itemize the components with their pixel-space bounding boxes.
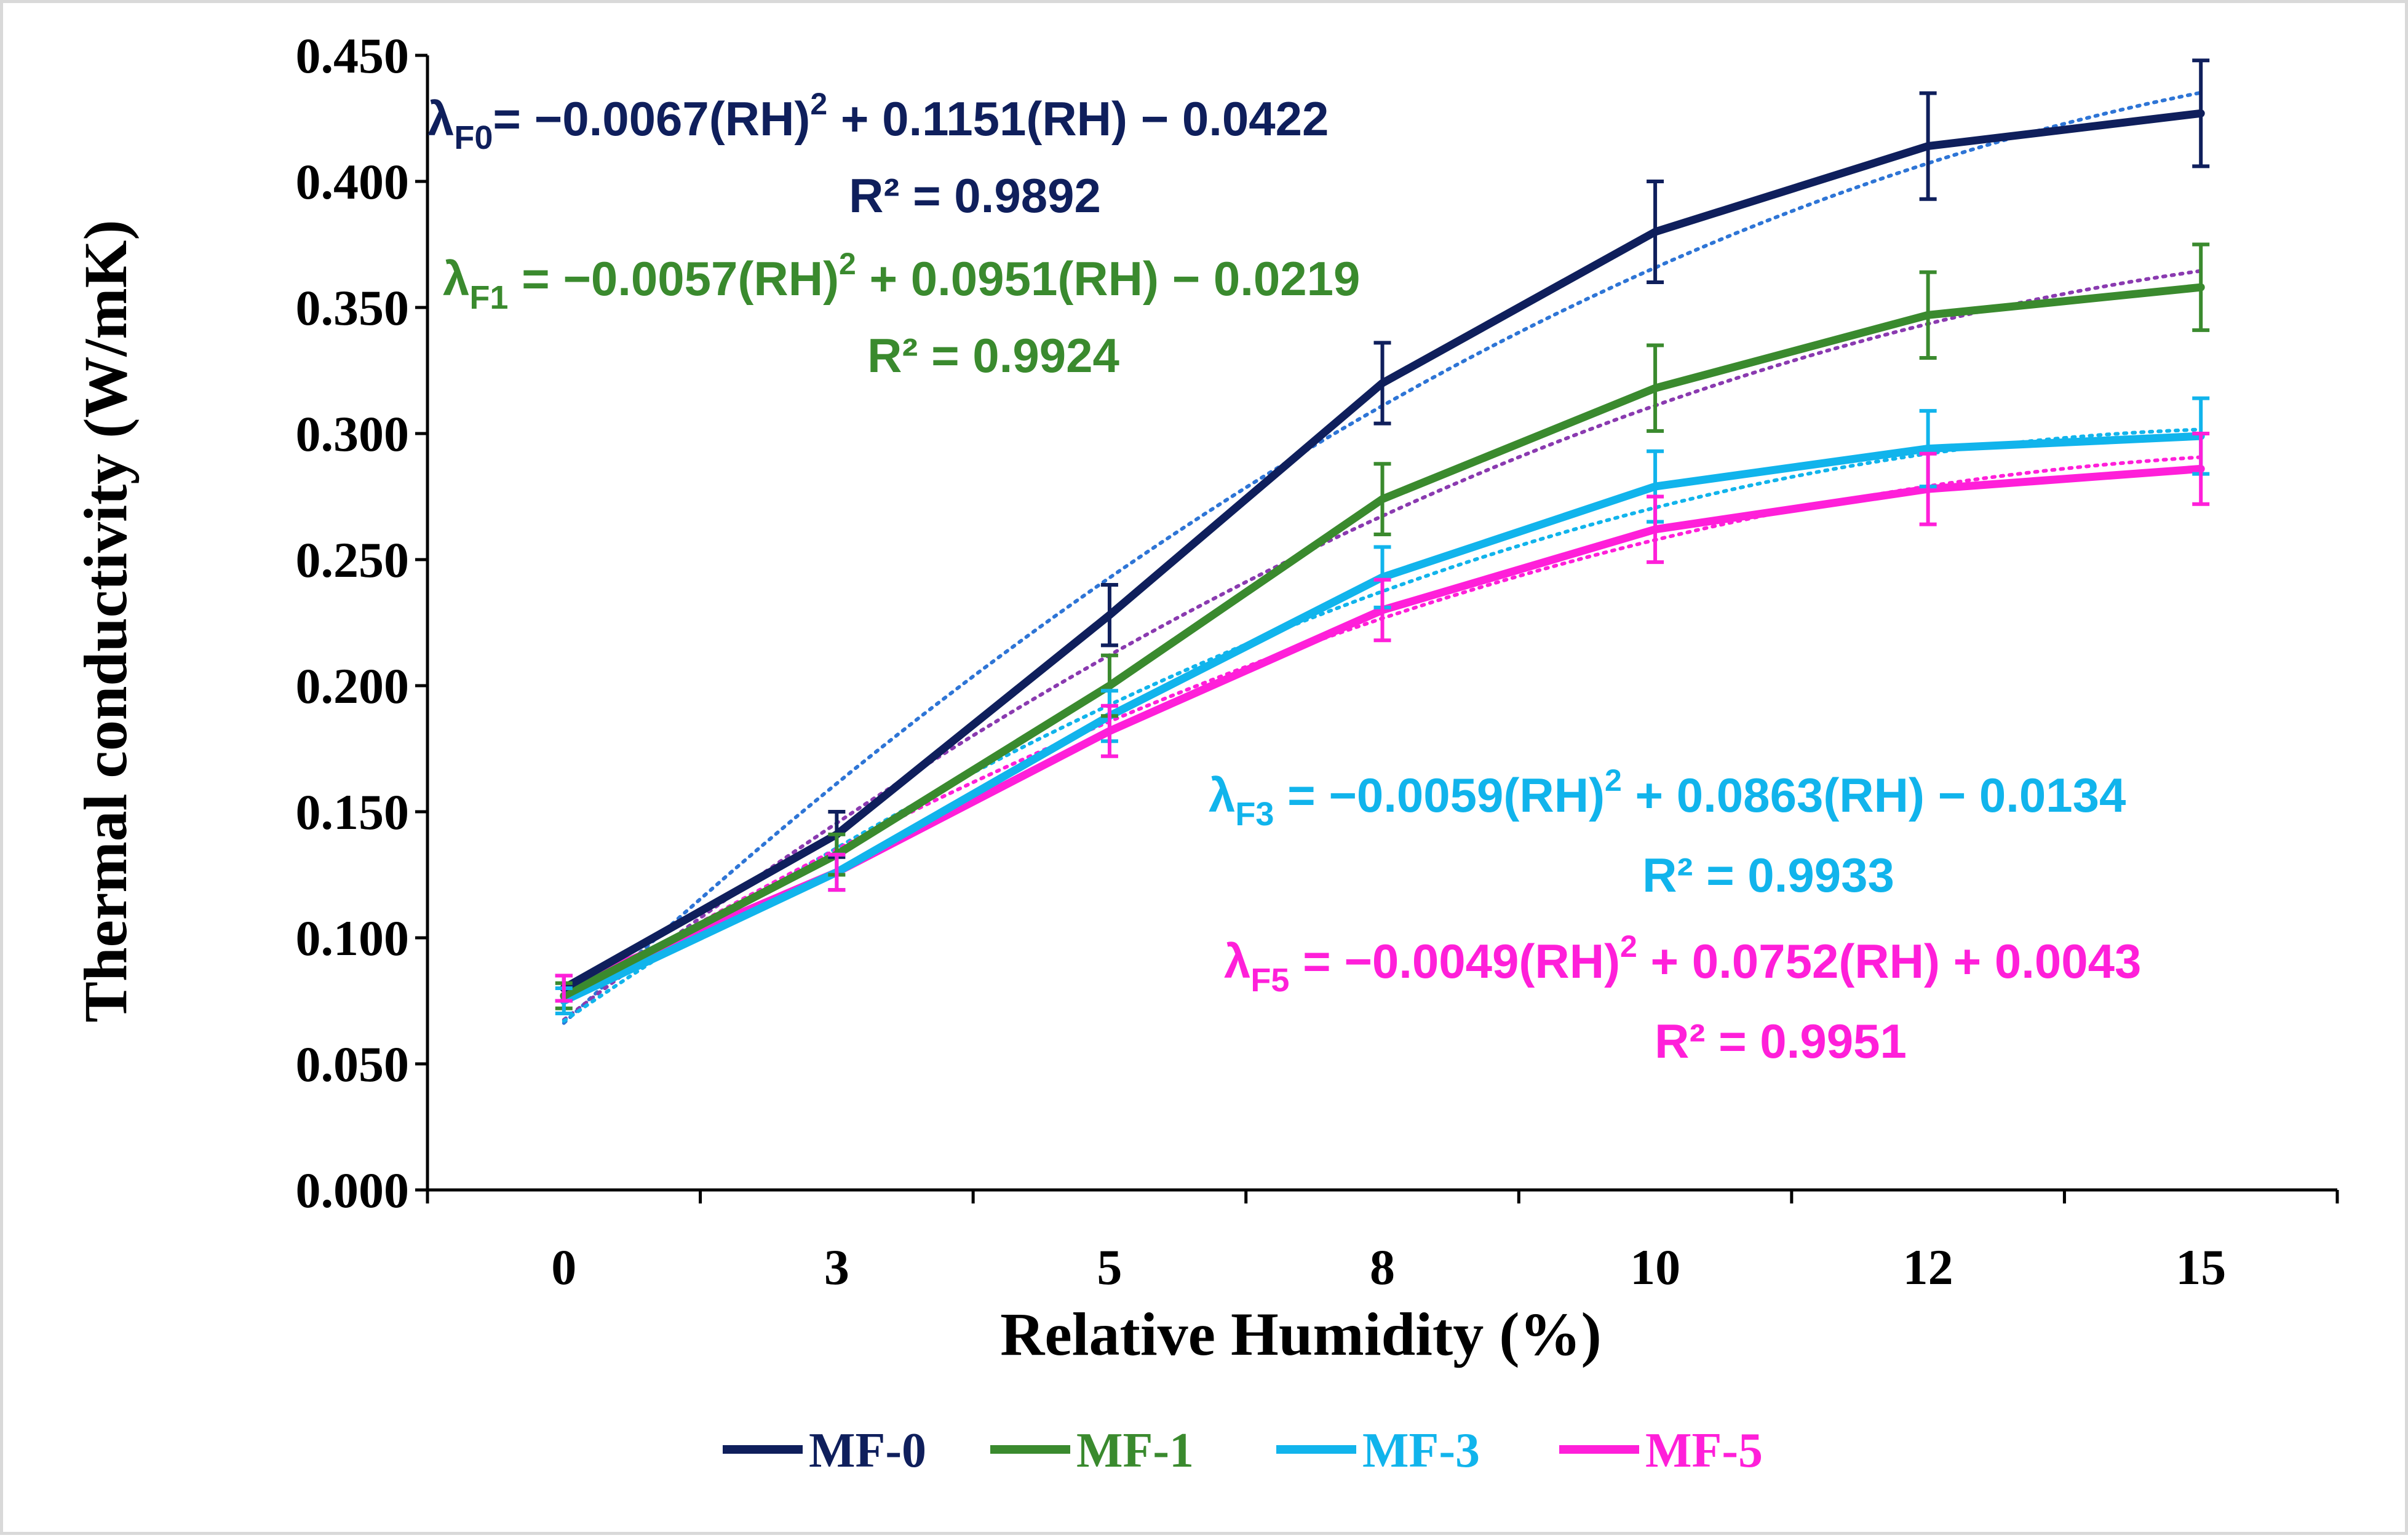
equation-mf-1-r2: R² = 0.9924 [867, 328, 1119, 383]
error-bar-mf-0-5 [1919, 91, 1937, 201]
error-bars [555, 58, 2210, 1015]
x-tick-label-2: 5 [1097, 1239, 1122, 1295]
legend-label-mf-3: MF-3 [1362, 1424, 1480, 1478]
equation-mf-3: λF3 = −0.0059(RH)2 + 0.0863(RH) − 0.0134… [1209, 763, 2126, 902]
error-bar-mf-1-4 [1647, 343, 1664, 433]
y-tick-label-3: 0.150 [296, 784, 410, 840]
legend-label-mf-1: MF-1 [1076, 1424, 1194, 1478]
x-tick-label-0: 0 [551, 1239, 576, 1295]
x-axis-title: Relative Humidity (%) [1000, 1300, 1602, 1368]
equation-mf-1-symbol: λ [443, 252, 469, 306]
error-bar-mf-5-4 [1647, 494, 1664, 565]
equation-mf-0-rest1: = −0.0067(RH) [493, 92, 810, 146]
equation-mf-0: λF0= −0.0067(RH)2 + 0.1151(RH) − 0.0422 … [427, 87, 1329, 223]
equation-mf-0-rest2: + 0.1151(RH) − 0.0422 [827, 92, 1329, 146]
svg-text:λF0= −0.0067(RH)2 + 0.1151(RH): λF0= −0.0067(RH)2 + 0.1151(RH) − 0.0422 [427, 87, 1329, 156]
error-bar-mf-0-3 [1373, 341, 1391, 426]
equation-mf-5-rest1: = −0.0049(RH) [1289, 934, 1620, 988]
axes: 0.000 0.050 0.100 0.150 0.200 0.250 0.300 0.350… [296, 28, 2339, 1295]
equation-mf-5: λF5 = −0.0049(RH)2 + 0.0752(RH) + 0.0043… [1224, 929, 2141, 1068]
equation-mf-5-sup: 2 [1620, 929, 1637, 964]
error-bar-mf-5-3 [1373, 577, 1391, 643]
equation-mf-0-r2: R² = 0.9892 [849, 168, 1101, 223]
equation-mf-0-sub: F0 [454, 119, 493, 156]
y-ticks: 0.000 0.050 0.100 0.150 0.200 0.250 0.300 0.350… [296, 28, 427, 1218]
error-bar-mf-5-6 [2192, 432, 2210, 506]
y-tick-label-6: 0.300 [296, 406, 410, 462]
equation-mf-3-rest2: + 0.0863(RH) − 0.0134 [1622, 768, 2126, 822]
equation-mf-3-sup: 2 [1605, 763, 1622, 798]
y-tick-label-4: 0.200 [296, 658, 410, 714]
legend-item-mf-1: MF-1 [990, 1424, 1194, 1478]
error-bar-mf-0-2 [1100, 583, 1118, 648]
equation-mf-3-sub: F3 [1235, 796, 1274, 833]
equation-mf-1-sup: 2 [839, 247, 856, 281]
error-bar-mf-0-6 [2192, 58, 2210, 168]
y-tick-label-2: 0.100 [296, 910, 410, 966]
equation-mf-0-symbol: λ [427, 92, 454, 146]
equation-mf-3-symbol: λ [1209, 768, 1235, 822]
thermal-conductivity-chart: 0.000 0.050 0.100 0.150 0.200 0.250 0.300 0.350… [71, 28, 2339, 1478]
legend-item-mf-3: MF-3 [1276, 1424, 1480, 1478]
svg-text:λF1 = −0.0057(RH)2 + 0.0951(RH: λF1 = −0.0057(RH)2 + 0.0951(RH) − 0.0219 [443, 247, 1360, 316]
y-tick-label-8: 0.400 [296, 154, 410, 210]
y-axis-title: Thermal conductivity (W/mK) [71, 220, 140, 1022]
y-tick-label-9: 0.450 [296, 28, 410, 84]
x-ticks: 0 3 5 8 10 12 15 [426, 1190, 2339, 1295]
error-bar-mf-0-4 [1647, 180, 1664, 284]
equation-mf-3-rest1: = −0.0059(RH) [1274, 768, 1605, 822]
legend-item-mf-5: MF-5 [1559, 1424, 1763, 1478]
error-bar-mf-5-2 [1100, 704, 1118, 758]
x-tick-label-3: 8 [1370, 1239, 1395, 1295]
error-bar-mf-1-3 [1373, 462, 1391, 536]
equation-mf-1-sub: F1 [469, 279, 508, 316]
error-bar-mf-5-5 [1919, 451, 1937, 526]
equation-mf-5-symbol: λ [1224, 934, 1250, 988]
x-tick-label-5: 12 [1903, 1239, 1953, 1295]
error-bar-mf-5-1 [828, 852, 846, 892]
equation-mf-5-rest2: + 0.0752(RH) + 0.0043 [1637, 934, 2142, 988]
equation-mf-1-rest2: + 0.0951(RH) − 0.0219 [856, 252, 1361, 306]
error-bar-mf-1-5 [1919, 270, 1937, 360]
svg-text:λF3 = −0.0059(RH)2 + 0.0863(RH: λF3 = −0.0059(RH)2 + 0.0863(RH) − 0.0134 [1209, 763, 2126, 833]
error-bar-mf-5-0 [555, 973, 573, 1003]
equation-mf-0-sup: 2 [810, 87, 827, 121]
legend-label-mf-5: MF-5 [1645, 1424, 1763, 1478]
x-tick-label-6: 15 [2176, 1239, 2226, 1295]
trendline-mf-5 [562, 455, 2203, 1004]
equation-mf-5-sub: F5 [1250, 962, 1289, 999]
error-bar-mf-1-6 [2192, 242, 2210, 332]
y-tick-label-0: 0.000 [296, 1162, 410, 1218]
y-tick-label-1: 0.050 [296, 1036, 410, 1092]
equation-mf-3-r2: R² = 0.9933 [1642, 848, 1894, 902]
y-tick-label-5: 0.250 [296, 532, 410, 588]
legend-label-mf-0: MF-0 [809, 1424, 926, 1478]
legend: MF-0 MF-1 MF-3 MF-5 [723, 1424, 1763, 1478]
y-tick-label-7: 0.350 [296, 280, 410, 336]
legend-item-mf-0: MF-0 [723, 1424, 926, 1478]
equation-mf-1-rest1: = −0.0057(RH) [508, 252, 839, 306]
x-tick-label-1: 3 [824, 1239, 849, 1295]
equation-mf-5-r2: R² = 0.9951 [1655, 1014, 1907, 1068]
equation-mf-1: λF1 = −0.0057(RH)2 + 0.0951(RH) − 0.0219… [443, 247, 1360, 383]
x-tick-label-4: 10 [1630, 1239, 1680, 1295]
svg-text:λF5 = −0.0049(RH)2 + 0.0752(RH: λF5 = −0.0049(RH)2 + 0.0752(RH) + 0.0043 [1224, 929, 2141, 999]
